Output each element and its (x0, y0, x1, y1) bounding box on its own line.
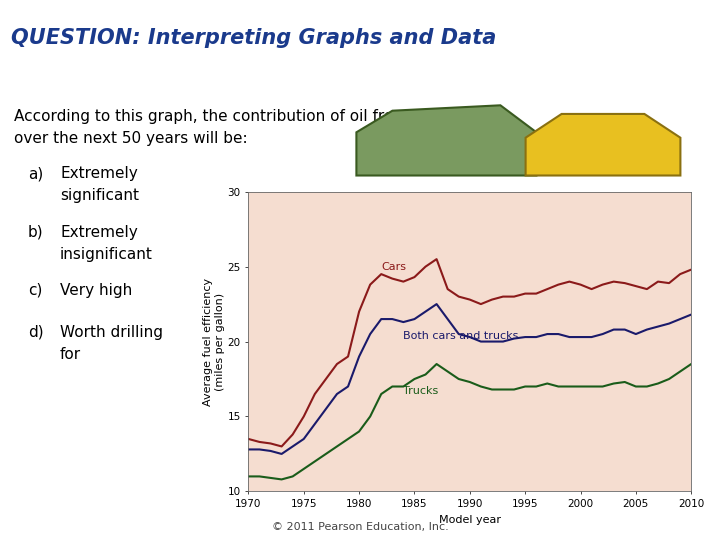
Text: Worth drilling: Worth drilling (60, 325, 163, 340)
Text: d): d) (28, 325, 44, 340)
Text: over the next 50 years will be:: over the next 50 years will be: (14, 131, 248, 146)
Text: Extremely: Extremely (60, 166, 138, 181)
Text: for: for (60, 347, 81, 362)
X-axis label: Model year: Model year (438, 515, 501, 524)
Y-axis label: Average fuel efficiency
(miles per gallon): Average fuel efficiency (miles per gallo… (203, 278, 225, 406)
Text: © 2011 Pearson Education, Inc.: © 2011 Pearson Education, Inc. (271, 522, 449, 532)
Text: Both cars and trucks: Both cars and trucks (403, 330, 518, 341)
Text: According to this graph, the contribution of oil from ANWR: According to this graph, the contributio… (14, 109, 461, 124)
Text: Cars: Cars (382, 261, 406, 272)
Text: c): c) (28, 282, 42, 298)
Text: Trucks: Trucks (403, 386, 438, 396)
Text: a): a) (28, 166, 43, 181)
Text: Extremely: Extremely (60, 225, 138, 240)
Polygon shape (526, 114, 680, 176)
Polygon shape (356, 105, 536, 176)
Text: significant: significant (60, 188, 139, 204)
Text: QUESTION: Interpreting Graphs and Data: QUESTION: Interpreting Graphs and Data (11, 28, 496, 48)
Text: insignificant: insignificant (60, 247, 153, 261)
Text: Very high: Very high (60, 282, 132, 298)
Text: b): b) (28, 225, 44, 240)
